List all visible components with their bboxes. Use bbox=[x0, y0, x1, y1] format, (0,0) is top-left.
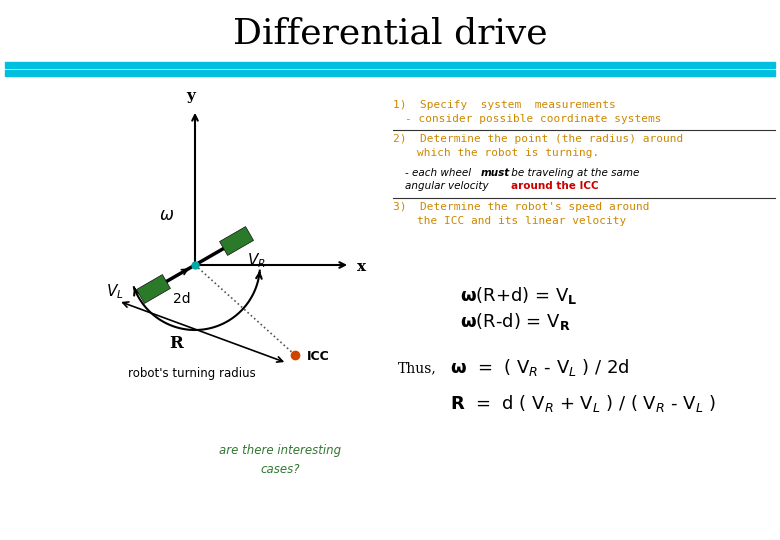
Text: $V_L$: $V_L$ bbox=[106, 282, 123, 301]
Text: robot's turning radius: robot's turning radius bbox=[129, 367, 256, 380]
Text: $\omega$: $\omega$ bbox=[159, 206, 175, 224]
Text: which the robot is turning.: which the robot is turning. bbox=[417, 148, 599, 158]
Text: Thus,: Thus, bbox=[398, 361, 437, 375]
Text: are there interesting
cases?: are there interesting cases? bbox=[219, 444, 341, 476]
Text: 2d: 2d bbox=[173, 292, 191, 306]
Text: must: must bbox=[481, 168, 510, 178]
Text: 1)  Specify  system  measurements: 1) Specify system measurements bbox=[393, 100, 615, 110]
Text: $V_R$: $V_R$ bbox=[246, 252, 265, 271]
Text: ICC: ICC bbox=[307, 350, 330, 363]
Text: y: y bbox=[186, 89, 196, 103]
Text: $\mathbf{\omega}$(R+d) = V$_\mathbf{L}$: $\mathbf{\omega}$(R+d) = V$_\mathbf{L}$ bbox=[460, 285, 577, 306]
Bar bbox=[5, 62, 775, 68]
Text: 3)  Determine the robot's speed around: 3) Determine the robot's speed around bbox=[393, 202, 650, 212]
Text: R: R bbox=[169, 334, 183, 352]
Text: angular velocity: angular velocity bbox=[405, 181, 492, 191]
Bar bbox=[5, 70, 775, 76]
Text: $\mathbf{\omega}$(R-d) = V$_\mathbf{R}$: $\mathbf{\omega}$(R-d) = V$_\mathbf{R}$ bbox=[460, 312, 570, 333]
Text: Differential drive: Differential drive bbox=[232, 17, 548, 51]
Text: the ICC and its linear velocity: the ICC and its linear velocity bbox=[417, 216, 626, 226]
Text: 2)  Determine the point (the radius) around: 2) Determine the point (the radius) arou… bbox=[393, 134, 683, 144]
Text: - each wheel: - each wheel bbox=[405, 168, 474, 178]
Text: $\mathbf{R}$  =  d ( V$_R$ + V$_L$ ) / ( V$_R$ - V$_L$ ): $\mathbf{R}$ = d ( V$_R$ + V$_L$ ) / ( V… bbox=[450, 393, 716, 414]
Polygon shape bbox=[136, 274, 170, 303]
Text: around the ICC: around the ICC bbox=[511, 181, 598, 191]
Text: - consider possible coordinate systems: - consider possible coordinate systems bbox=[405, 114, 661, 124]
Text: x: x bbox=[357, 260, 366, 274]
Polygon shape bbox=[220, 227, 254, 255]
Text: be traveling at the same: be traveling at the same bbox=[508, 168, 640, 178]
Text: $\mathbf{\omega}$  =  ( V$_R$ - V$_L$ ) / 2d: $\mathbf{\omega}$ = ( V$_R$ - V$_L$ ) / … bbox=[450, 357, 629, 379]
